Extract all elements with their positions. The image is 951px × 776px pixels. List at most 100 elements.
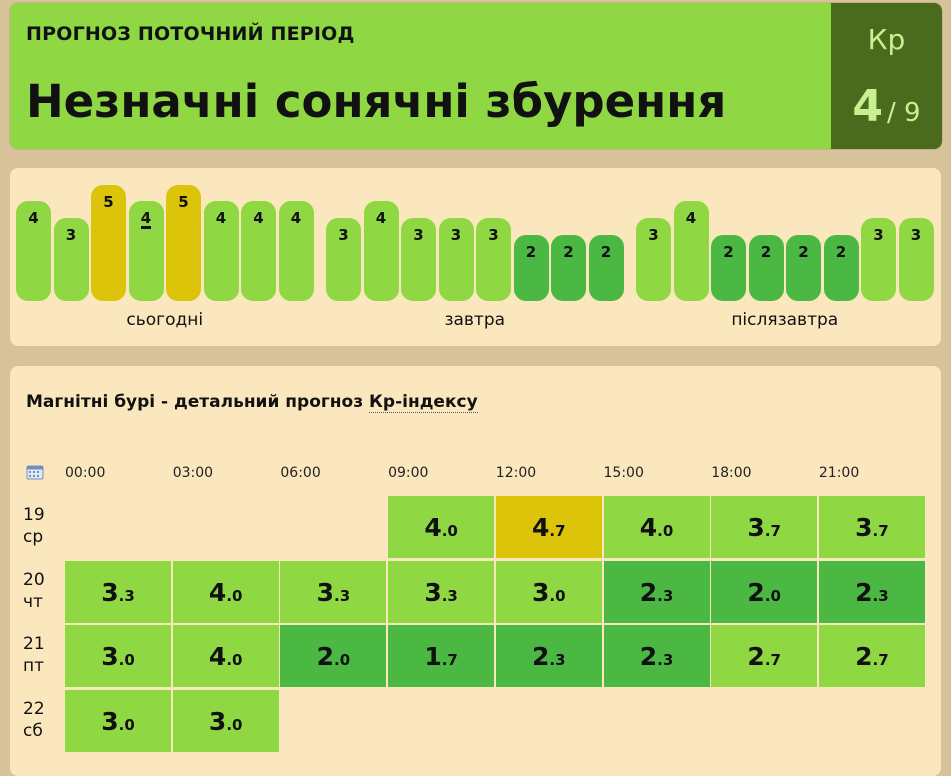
- calendar-icon: [26, 465, 44, 480]
- kp-bar: 4: [673, 201, 709, 301]
- kp-bar-value: 3: [338, 226, 349, 244]
- kp-bar: 3: [326, 218, 361, 301]
- kp-forecast-cell: 3.3: [388, 560, 496, 624]
- kp-bar: 4: [128, 201, 164, 301]
- row-weekday: ср: [23, 527, 44, 547]
- kp-value-fraction: .7: [764, 651, 781, 669]
- current-period-header: ПРОГНОЗ ПОТОЧНИЙ ПЕРІОД Незначні сонячні…: [10, 3, 942, 149]
- kp-value-integer: 3: [532, 577, 550, 607]
- kp-bar-value: 4: [290, 209, 302, 227]
- kp-bar-value: 4: [253, 209, 264, 227]
- kp-bar-value: 2: [835, 243, 847, 261]
- time-label: 06:00: [280, 465, 321, 481]
- kp-value-fraction: .0: [334, 651, 351, 669]
- kp-bar: 3: [476, 218, 511, 301]
- row-day: 22: [23, 698, 45, 719]
- kp-bar-value: 2: [600, 243, 612, 261]
- row-day: 19: [23, 505, 45, 525]
- kp-bar: 2: [588, 235, 624, 301]
- kp-value-integer: 3: [855, 513, 873, 542]
- kp-bar-value: 4: [140, 209, 152, 229]
- kp-value-integer: 4: [424, 513, 442, 542]
- kp-bar-value: 3: [413, 226, 424, 244]
- row-weekday: пт: [23, 656, 45, 676]
- kp-bar: 2: [551, 235, 586, 301]
- kp-bar: 5: [166, 185, 201, 301]
- kp-forecast-cell: 3.3: [65, 560, 172, 624]
- kp-value-integer: 2: [747, 642, 765, 671]
- detailed-forecast-title-text: Магнітні бурі - детальний прогноз: [26, 392, 369, 412]
- kp-value-integer: 2: [639, 577, 658, 607]
- kp-value-integer: 4: [639, 513, 658, 542]
- time-label: 21:00: [818, 465, 860, 481]
- row-date-label: 20 чт: [23, 569, 53, 613]
- kp-value-fraction: .7: [549, 522, 566, 540]
- kp-value-integer: 3: [208, 706, 227, 736]
- kp-value-fraction: .7: [872, 522, 889, 540]
- kp-bar-value: 3: [910, 226, 922, 244]
- kp-value-fraction: .0: [441, 522, 458, 540]
- kp-value-integer: 2: [639, 642, 658, 671]
- day-label: сьогодні: [126, 310, 204, 330]
- detailed-forecast-title: Магнітні бурі - детальний прогноз Кр-інд…: [26, 392, 478, 413]
- kp-value-fraction: .7: [441, 651, 458, 669]
- kp-forecast-cell: 3.0: [65, 689, 172, 753]
- kp-value-fraction: .0: [226, 651, 243, 669]
- kp-value-integer: 4: [208, 642, 227, 671]
- kp-forecast-cell: 4.7: [495, 496, 603, 559]
- kp-forecast-cell: 3.7: [818, 496, 926, 559]
- kp-bar-value: 4: [375, 209, 387, 227]
- kp-bar: 4: [278, 201, 314, 301]
- kp-bar: 3: [636, 218, 671, 301]
- kp-value-fraction: .7: [764, 522, 781, 540]
- kp-bar: 4: [203, 201, 239, 301]
- day-label: післязавтра: [731, 310, 839, 330]
- kp-bar-value: 4: [685, 209, 697, 227]
- kp-value-integer: 4: [532, 513, 550, 542]
- kp-forecast-cell: 2.0: [711, 560, 819, 624]
- kp-bar-value: 3: [648, 226, 659, 244]
- kp-bar: 3: [438, 218, 474, 301]
- kp-value-fraction: .0: [226, 715, 243, 734]
- kp-value-integer: 2: [855, 642, 873, 671]
- kp-forecast-cell: 2.3: [818, 560, 926, 624]
- time-label: 18:00: [711, 465, 752, 481]
- kp-value-integer: 2: [747, 577, 765, 607]
- kp-current-value: 4/ 9: [831, 81, 942, 132]
- time-label: 00:00: [65, 465, 106, 481]
- kp-value-fraction: .0: [118, 715, 135, 734]
- kp-bar: 2: [513, 235, 549, 301]
- kp-value-integer: 4: [208, 577, 227, 607]
- kp-value-integer: 3: [101, 642, 119, 671]
- kp-value-fraction: .3: [549, 651, 566, 669]
- kp-bar-value: 2: [525, 243, 537, 261]
- kp-value-integer: 2: [316, 642, 335, 671]
- day-label: завтра: [444, 310, 506, 330]
- kp-bar: 5: [91, 185, 126, 301]
- kp-bar: 4: [363, 201, 399, 301]
- kp-bar: 4: [241, 201, 276, 301]
- kp-value-fraction: .0: [226, 586, 243, 605]
- row-date-label: 19 ср: [23, 504, 53, 548]
- kp-forecast-cell: 3.0: [172, 689, 280, 753]
- kp-bar-value: 4: [28, 209, 39, 227]
- kp-value-integer: 3: [101, 706, 119, 736]
- kp-value-fraction: .3: [118, 586, 135, 605]
- header-title: Незначні сонячні збурення: [26, 75, 727, 128]
- kp-forecast-cell: 3.0: [65, 625, 172, 688]
- row-weekday: чт: [23, 591, 43, 612]
- time-label: 15:00: [603, 465, 644, 481]
- row-day: 20: [23, 569, 45, 590]
- kp-forecast-cell: 2.3: [495, 625, 603, 688]
- kp-forecast-cell: 4.0: [388, 496, 496, 559]
- row-date-label: 22 сб: [23, 698, 53, 742]
- kp-index-link[interactable]: Кр-індексу: [369, 392, 478, 413]
- kp-value-fraction: .0: [118, 651, 135, 669]
- kp-forecast-cell: 4.0: [603, 496, 711, 559]
- kp-value-integer: 3: [747, 513, 765, 542]
- kp-value-integer: 3: [316, 577, 335, 607]
- kp-bar: 2: [823, 235, 859, 301]
- kp-bar-value: 5: [103, 193, 114, 211]
- kp-value-fraction: .0: [549, 586, 566, 605]
- kp-max: / 9: [887, 98, 921, 128]
